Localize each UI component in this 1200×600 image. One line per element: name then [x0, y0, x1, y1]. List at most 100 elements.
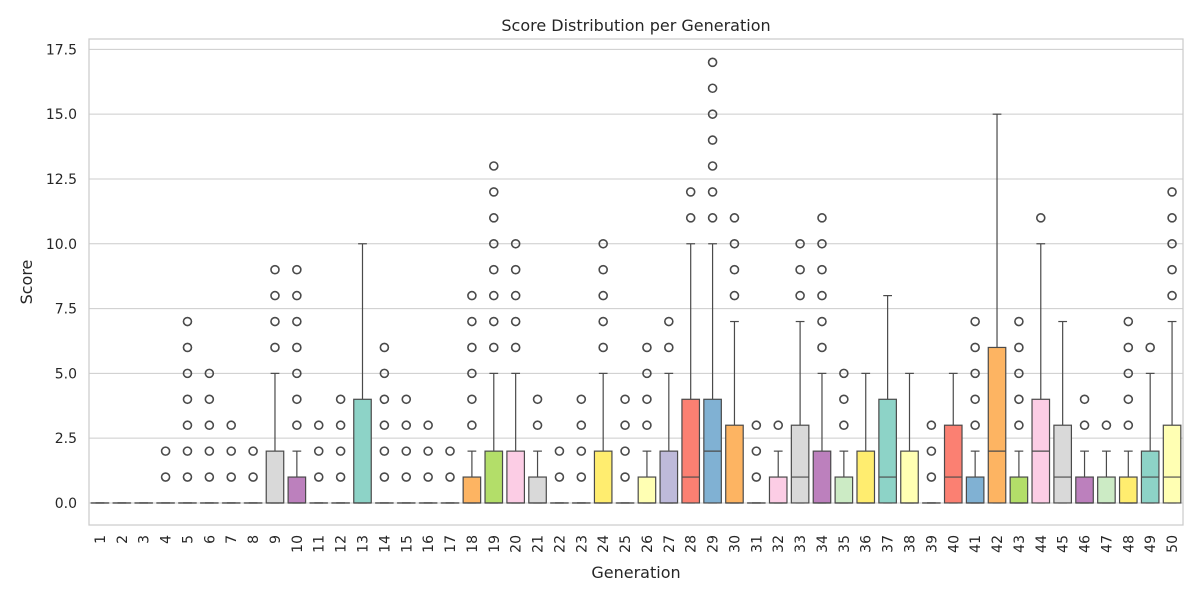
- outlier-point: [729, 238, 740, 249]
- outlier-point: [664, 342, 674, 353]
- outlier-point: [445, 446, 455, 456]
- iqr-box: [834, 476, 854, 504]
- box-gen-18: [462, 290, 482, 504]
- box-gen-13: [353, 243, 372, 504]
- outlier-point: [751, 472, 762, 482]
- outlier-point: [970, 316, 980, 327]
- outlier-point: [707, 187, 718, 197]
- box-gen-10: [287, 264, 307, 504]
- box-gen-50: [1162, 187, 1182, 504]
- outlier-point: [270, 342, 280, 353]
- outlier-point: [1101, 420, 1112, 431]
- box-gen-28: [681, 187, 701, 504]
- outlier-point: [1014, 420, 1024, 431]
- outlier-point: [532, 420, 543, 431]
- x-tick-label: 6: [202, 535, 218, 544]
- box-gen-5: [178, 316, 197, 504]
- outlier-point: [226, 472, 237, 482]
- outlier-point: [795, 290, 805, 301]
- outlier-point: [510, 264, 521, 275]
- outlier-point: [270, 316, 280, 327]
- iqr-box: [353, 398, 372, 504]
- x-tick-label: 17: [443, 535, 459, 553]
- x-tick-label: 25: [618, 535, 634, 553]
- outlier-point: [292, 368, 302, 379]
- outlier-point: [1167, 290, 1177, 301]
- box-gen-34: [812, 213, 832, 504]
- y-tick-labels: 0.0 2.5 5.0 7.5 10.0 12.5 15.0 17.5: [46, 42, 77, 512]
- outlier-point: [1123, 368, 1134, 379]
- outlier-point: [292, 342, 302, 353]
- outlier-point: [1079, 420, 1090, 431]
- x-tick-label: 8: [246, 535, 262, 544]
- outlier-point: [576, 420, 587, 431]
- outlier-point: [1014, 368, 1024, 379]
- outlier-point: [226, 420, 237, 431]
- outlier-point: [204, 368, 215, 379]
- x-tick-label: 26: [640, 535, 656, 553]
- box-gen-20: [506, 238, 526, 504]
- outlier-point: [423, 472, 433, 482]
- outlier-point: [817, 342, 827, 353]
- iqr-box: [1053, 424, 1073, 504]
- outlier-point: [664, 316, 674, 327]
- outlier-point: [576, 394, 587, 405]
- outlier-point: [1145, 342, 1155, 353]
- iqr-box: [462, 476, 482, 504]
- box-gen-25: [615, 394, 635, 504]
- box-gen-46: [1075, 394, 1094, 504]
- outlier-point: [510, 238, 521, 249]
- x-tick-label: 46: [1078, 535, 1094, 553]
- outlier-point: [1167, 213, 1177, 223]
- outlier-point: [401, 446, 412, 456]
- box-gen-37: [878, 295, 897, 504]
- outlier-point: [488, 316, 499, 327]
- outlier-point: [795, 264, 805, 275]
- outlier-point: [839, 420, 849, 431]
- outlier-point: [488, 238, 499, 249]
- outlier-point: [817, 316, 827, 327]
- iqr-box: [965, 476, 985, 504]
- x-tick-label: 11: [312, 535, 328, 553]
- outlier-point: [488, 161, 499, 171]
- outlier-point: [182, 316, 193, 327]
- outlier-point: [488, 213, 499, 223]
- x-tick-label: 28: [684, 535, 700, 553]
- outlier-point: [248, 472, 258, 482]
- outlier-point: [313, 472, 324, 482]
- x-tick-label: 9: [268, 535, 284, 544]
- x-tick-label: 19: [487, 535, 503, 553]
- outlier-point: [839, 394, 849, 405]
- outlier-point: [467, 290, 477, 301]
- box-gen-26: [637, 342, 657, 504]
- box-gen-49: [1140, 342, 1160, 504]
- outlier-point: [817, 264, 827, 275]
- outlier-point: [423, 446, 433, 456]
- x-tick-label: 42: [990, 535, 1006, 553]
- outlier-point: [292, 264, 302, 275]
- iqr-box: [943, 424, 963, 504]
- x-tick-label: 1: [93, 535, 109, 544]
- outlier-point: [1167, 264, 1177, 275]
- x-tick-label: 13: [356, 535, 372, 553]
- x-tick-label: 44: [1034, 535, 1050, 553]
- x-tick-label: 32: [771, 535, 787, 553]
- outlier-point: [510, 342, 521, 353]
- outlier-point: [620, 394, 630, 405]
- outlier-point: [292, 394, 302, 405]
- outlier-point: [620, 420, 630, 431]
- outlier-point: [379, 446, 390, 456]
- x-tick-label: 10: [290, 535, 306, 553]
- x-tick-labels: 1 2 3 4 5 6 7 8 9 10 11 12 13 14 15 16 17 18 19 20 21 22 23 24 2…: [93, 535, 1181, 553]
- x-tick-label: 3: [137, 535, 153, 544]
- outlier-point: [926, 446, 937, 456]
- outlier-point: [1167, 238, 1177, 249]
- outlier-point: [576, 472, 587, 482]
- box-gen-19: [484, 161, 504, 504]
- iqr-box: [484, 450, 504, 504]
- iqr-box: [878, 398, 897, 504]
- x-tick-label: 18: [465, 535, 481, 553]
- box-gen-24: [593, 238, 613, 504]
- box-gen-9: [265, 264, 285, 504]
